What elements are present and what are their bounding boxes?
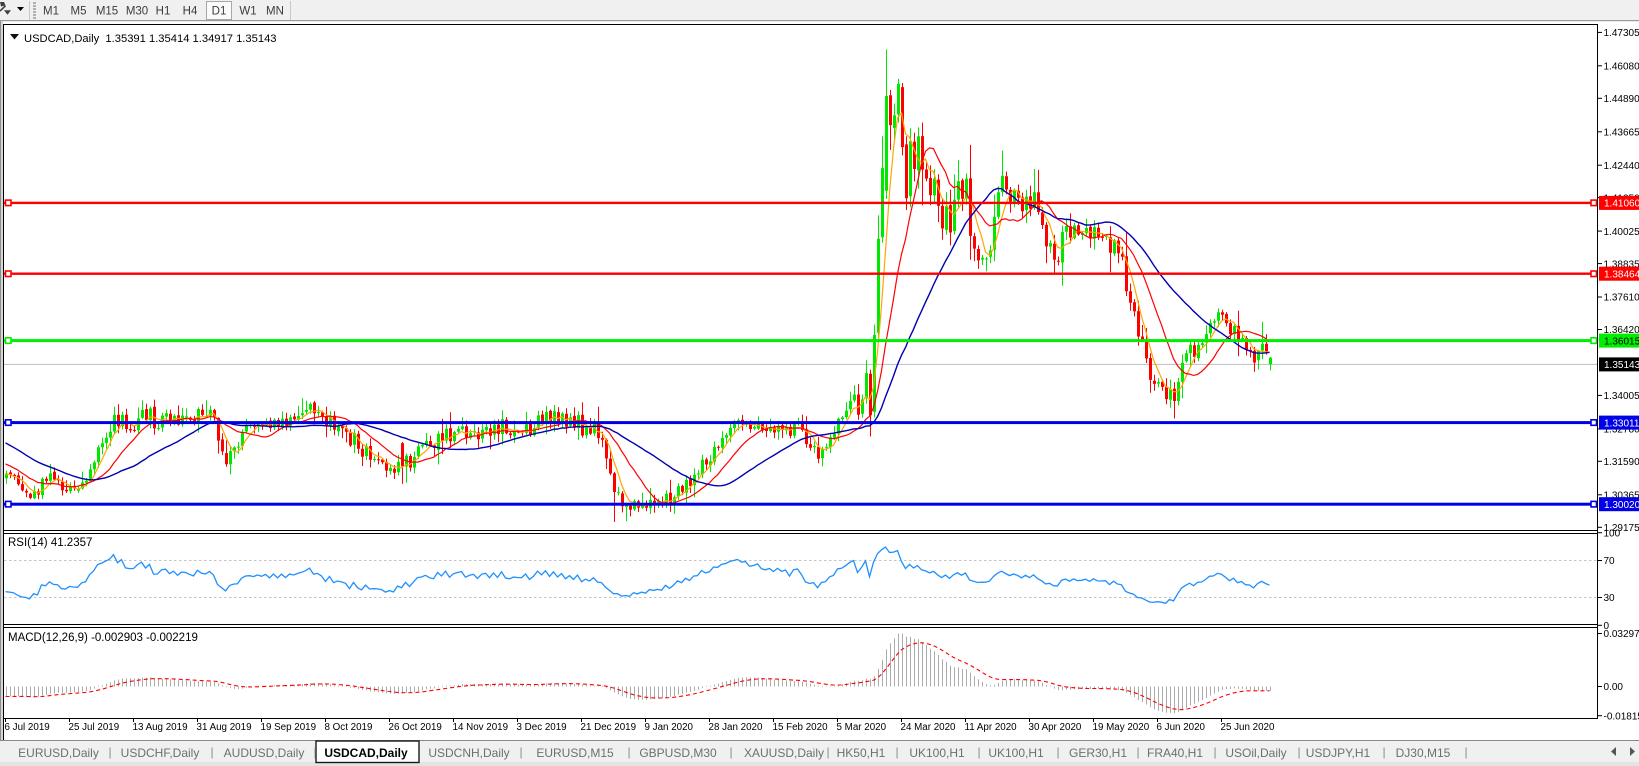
svg-text:|: | <box>108 745 111 759</box>
svg-text:1.38464: 1.38464 <box>1604 269 1639 280</box>
svg-text:|: | <box>895 745 898 759</box>
svg-text:M15: M15 <box>96 6 118 18</box>
svg-text:M5: M5 <box>71 6 87 18</box>
svg-text:15 Feb 2020: 15 Feb 2020 <box>773 722 829 733</box>
svg-text:26 Oct 2019: 26 Oct 2019 <box>389 722 442 733</box>
svg-text:|: | <box>1136 745 1139 759</box>
svg-text:DJ30,M15: DJ30,M15 <box>1396 746 1451 760</box>
svg-text:FRA40,H1: FRA40,H1 <box>1147 746 1203 760</box>
svg-text:UK100,H1: UK100,H1 <box>988 746 1044 760</box>
svg-text:70: 70 <box>1604 556 1616 567</box>
svg-text:USOil,Daily: USOil,Daily <box>1225 746 1286 760</box>
svg-text:XAUUSD,Daily: XAUUSD,Daily <box>744 746 824 760</box>
svg-text:USDJPY,H1: USDJPY,H1 <box>1306 746 1371 760</box>
svg-text:1.35143: 1.35143 <box>1604 360 1639 371</box>
svg-text:21 Dec 2019: 21 Dec 2019 <box>581 722 637 733</box>
svg-text:-0.018154: -0.018154 <box>1604 711 1639 722</box>
svg-text:USDCNH,Daily: USDCNH,Daily <box>428 746 509 760</box>
svg-text:|: | <box>1056 745 1059 759</box>
svg-text:1.44890: 1.44890 <box>1604 94 1639 105</box>
svg-text:14 Nov 2019: 14 Nov 2019 <box>453 722 509 733</box>
svg-text:|: | <box>826 745 829 759</box>
svg-text:MACD(12,26,9) -0.002903 -0.002: MACD(12,26,9) -0.002903 -0.002219 <box>8 632 198 644</box>
svg-text:1.40025: 1.40025 <box>1604 227 1639 238</box>
svg-text:28 Jan 2020: 28 Jan 2020 <box>709 722 763 733</box>
svg-text:|: | <box>1382 745 1385 759</box>
svg-text:1.34005: 1.34005 <box>1604 391 1639 402</box>
svg-text:1.30020: 1.30020 <box>1604 500 1639 511</box>
svg-text:|: | <box>313 745 316 759</box>
svg-text:GBPUSD,M30: GBPUSD,M30 <box>639 746 717 760</box>
svg-text:USDCAD,Daily 1.35391 1.35414: USDCAD,Daily 1.35391 1.35414 1.34917 1.3… <box>24 33 277 45</box>
svg-text:|: | <box>519 745 522 759</box>
svg-text:30 Apr 2020: 30 Apr 2020 <box>1029 722 1082 733</box>
svg-text:1.31590: 1.31590 <box>1604 457 1639 468</box>
svg-text:1.41060: 1.41060 <box>1604 199 1639 210</box>
svg-text:0: 0 <box>1604 621 1610 632</box>
svg-text:11 Apr 2020: 11 Apr 2020 <box>965 722 1018 733</box>
svg-text:M30: M30 <box>126 6 148 18</box>
svg-text:1.29175: 1.29175 <box>1604 523 1639 534</box>
svg-text:25 Jul 2019: 25 Jul 2019 <box>69 722 120 733</box>
svg-text:RSI(14) 41.2357: RSI(14) 41.2357 <box>8 537 92 549</box>
svg-text:8 Oct 2019: 8 Oct 2019 <box>325 722 373 733</box>
svg-text:1.46080: 1.46080 <box>1604 62 1639 73</box>
svg-text:EURUSD,Daily: EURUSD,Daily <box>18 746 99 760</box>
svg-text:|: | <box>1297 745 1300 759</box>
svg-text:1.30365: 1.30365 <box>1604 491 1639 502</box>
svg-text:1.36420: 1.36420 <box>1604 325 1639 336</box>
svg-text:30: 30 <box>1604 593 1616 604</box>
svg-text:1.42440: 1.42440 <box>1604 161 1639 172</box>
svg-text:3 Dec 2019: 3 Dec 2019 <box>517 722 567 733</box>
svg-text:USDCHF,Daily: USDCHF,Daily <box>121 746 200 760</box>
svg-text:19 Sep 2019: 19 Sep 2019 <box>261 722 317 733</box>
svg-text:|: | <box>1464 745 1467 759</box>
svg-text:100: 100 <box>1604 529 1621 540</box>
svg-text:EURUSD,M15: EURUSD,M15 <box>536 746 614 760</box>
svg-text:1.37610: 1.37610 <box>1604 293 1639 304</box>
svg-text:5 Mar 2020: 5 Mar 2020 <box>837 722 887 733</box>
svg-text:6 Jul 2019: 6 Jul 2019 <box>5 722 50 733</box>
svg-text:19 May 2020: 19 May 2020 <box>1093 722 1150 733</box>
svg-text:|: | <box>210 745 213 759</box>
svg-text:M1: M1 <box>43 6 59 18</box>
svg-text:1.36015: 1.36015 <box>1604 336 1639 347</box>
svg-text:UK100,H1: UK100,H1 <box>909 746 965 760</box>
svg-text:H4: H4 <box>183 6 198 18</box>
svg-text:31 Aug 2019: 31 Aug 2019 <box>197 722 252 733</box>
svg-text:0.00: 0.00 <box>1604 682 1624 693</box>
svg-text:HK50,H1: HK50,H1 <box>837 746 886 760</box>
svg-text:6 Jun 2020: 6 Jun 2020 <box>1157 722 1206 733</box>
svg-text:|: | <box>1213 745 1216 759</box>
svg-text:9 Jan 2020: 9 Jan 2020 <box>645 722 694 733</box>
svg-text:1.33011: 1.33011 <box>1604 418 1639 429</box>
svg-text:1.32780: 1.32780 <box>1604 425 1639 436</box>
svg-text:W1: W1 <box>239 6 256 18</box>
svg-text:D1: D1 <box>212 6 227 18</box>
svg-text:AUDUSD,Daily: AUDUSD,Daily <box>224 746 305 760</box>
svg-text:25 Jun 2020: 25 Jun 2020 <box>1221 722 1275 733</box>
svg-text:|: | <box>627 745 630 759</box>
svg-text:1.43665: 1.43665 <box>1604 128 1639 139</box>
svg-text:24 Mar 2020: 24 Mar 2020 <box>901 722 957 733</box>
svg-text:|: | <box>977 745 980 759</box>
svg-text:0.032972: 0.032972 <box>1604 629 1639 640</box>
svg-text:GER30,H1: GER30,H1 <box>1069 746 1127 760</box>
svg-text:|: | <box>729 745 732 759</box>
svg-text:MN: MN <box>266 6 284 18</box>
svg-text:USDCAD,Daily: USDCAD,Daily <box>324 746 408 760</box>
svg-text:13 Aug 2019: 13 Aug 2019 <box>133 722 188 733</box>
svg-text:1.47305: 1.47305 <box>1604 28 1639 39</box>
svg-text:H1: H1 <box>156 6 171 18</box>
svg-text:1.38835: 1.38835 <box>1604 259 1639 270</box>
